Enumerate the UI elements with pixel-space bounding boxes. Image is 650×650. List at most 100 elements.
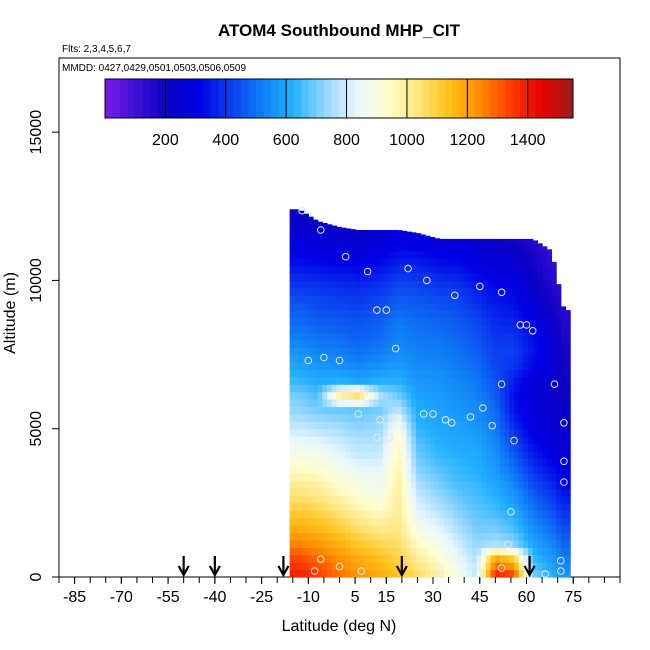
heatmap-cell (355, 399, 361, 408)
heatmap-cell (369, 280, 375, 289)
heatmap-cell (546, 287, 553, 296)
heatmap-cell (448, 480, 454, 489)
heatmap-cell (490, 443, 496, 452)
heatmap-cell (429, 569, 436, 578)
heatmap-cell (523, 369, 529, 378)
heatmap-cell (359, 310, 366, 319)
heatmap-cell (317, 361, 323, 370)
heatmap-cell (467, 428, 473, 437)
heatmap-cell (341, 525, 347, 534)
heatmap-cell (532, 265, 538, 274)
heatmap-cell (551, 539, 557, 548)
heatmap-cell (485, 250, 492, 259)
heatmap-cell (471, 502, 478, 511)
heatmap-cell (471, 361, 478, 370)
heatmap-cell (387, 273, 394, 282)
heatmap-cell (532, 347, 538, 356)
heatmap-cell (528, 450, 534, 459)
heatmap-cell (528, 525, 534, 534)
heatmap-cell (289, 354, 295, 363)
heatmap-cell (359, 458, 366, 467)
heatmap-cell (392, 532, 398, 541)
heatmap-cell (387, 354, 394, 363)
heatmap-cell (415, 354, 422, 363)
heatmap-cell (453, 510, 459, 519)
heatmap-cell (551, 310, 557, 319)
heatmap-cell (336, 243, 342, 252)
colorbar-swatch (542, 79, 551, 118)
heatmap-cell (345, 310, 352, 319)
heatmap-cell (298, 443, 305, 452)
heatmap-cell (317, 317, 323, 326)
heatmap-cell (500, 450, 506, 459)
heatmap-cell (397, 376, 403, 385)
heatmap-cell (350, 465, 356, 474)
heatmap-cell (425, 569, 431, 578)
heatmap-cell (387, 502, 394, 511)
heatmap-cell (373, 421, 380, 430)
heatmap-cell (378, 317, 384, 326)
heatmap-cell (448, 332, 454, 341)
colorbar-swatch (112, 79, 121, 118)
heatmap-cell (350, 436, 356, 445)
heatmap-cell (462, 436, 468, 445)
heatmap-cell (364, 443, 370, 452)
heatmap-cell (327, 502, 333, 511)
heatmap-cell (425, 243, 431, 252)
heatmap-cell (369, 473, 375, 482)
heatmap-cell (397, 235, 403, 244)
heatmap-cell (327, 369, 333, 378)
heatmap-cell (303, 213, 309, 222)
heatmap-cell (462, 547, 468, 556)
heatmap-cell (443, 413, 450, 422)
heatmap-cell (523, 450, 529, 459)
heatmap-cell (364, 265, 370, 274)
heatmap-cell (411, 339, 417, 348)
heatmap-cell (537, 532, 543, 541)
heatmap-cell (397, 361, 403, 370)
heatmap-cell (453, 295, 459, 304)
heatmap-cell (317, 369, 323, 378)
heatmap-cell (457, 569, 464, 578)
heatmap-cell (369, 265, 375, 274)
heatmap-cell (411, 391, 417, 400)
heatmap-cell (467, 339, 473, 348)
heatmap-cell (289, 436, 295, 445)
heatmap-cell (406, 562, 412, 571)
heatmap-cell (471, 295, 478, 304)
heatmap-cell (420, 369, 426, 378)
heatmap-cell (420, 243, 426, 252)
heatmap-cell (504, 302, 510, 311)
heatmap-cell (397, 443, 403, 452)
heatmap-cell (439, 243, 445, 252)
heatmap-cell (551, 332, 557, 341)
heatmap-cell (532, 458, 538, 467)
heatmap-cell (490, 332, 496, 341)
heatmap-cell (364, 384, 370, 393)
heatmap-cell (476, 510, 482, 519)
heatmap-cell (387, 539, 394, 548)
heatmap-cell (373, 473, 380, 482)
heatmap-cell (495, 399, 501, 408)
flights-caption: Flts: 2,3,4,5,6,7 (62, 44, 131, 55)
heatmap-cell (439, 465, 445, 474)
heatmap-cell (542, 406, 548, 415)
heatmap-cell (556, 317, 562, 326)
heatmap-cell (434, 295, 440, 304)
heatmap-cell (532, 465, 538, 474)
heatmap-cell (546, 347, 553, 356)
heatmap-cell (345, 287, 352, 296)
heatmap-cell (500, 391, 506, 400)
heatmap-cell (476, 539, 482, 548)
heatmap-cell (495, 495, 501, 504)
heatmap-cell (504, 317, 510, 326)
colorbar-swatch (225, 79, 234, 118)
heatmap-cell (490, 554, 496, 563)
heatmap-cell (392, 465, 398, 474)
heatmap-cell (345, 332, 352, 341)
heatmap-cell (457, 465, 464, 474)
heatmap-cell (453, 547, 459, 556)
heatmap-cell (327, 488, 333, 497)
heatmap-cell (425, 502, 431, 511)
heatmap-cell (542, 510, 548, 519)
